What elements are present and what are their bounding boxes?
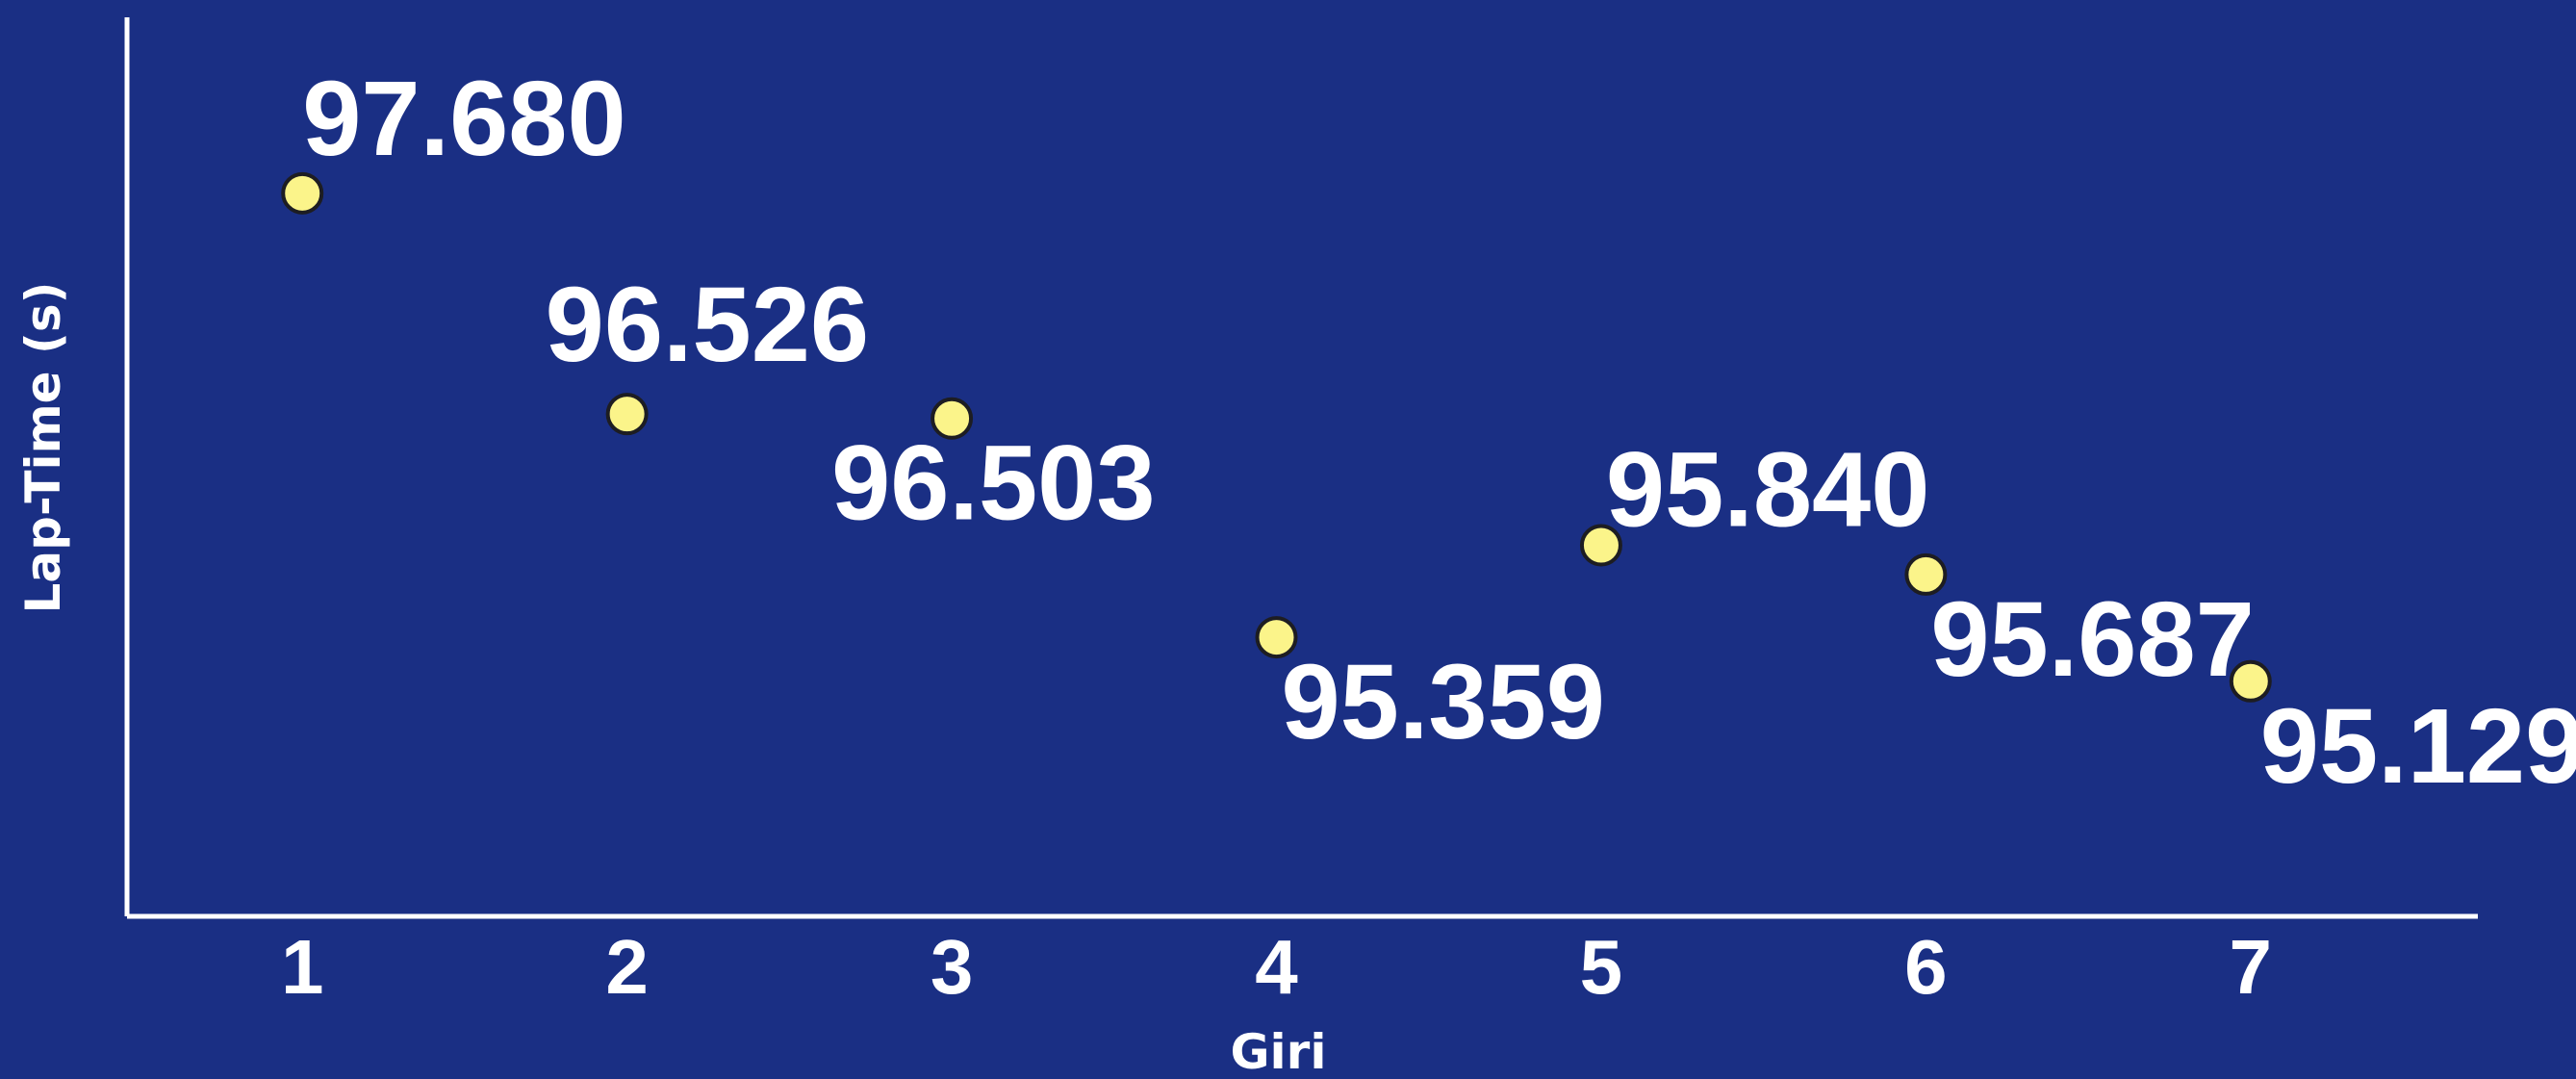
x-tick-label: 1: [281, 924, 324, 1010]
x-tick-label: 4: [1255, 924, 1298, 1010]
data-label: 95.129: [2260, 687, 2576, 806]
data-point: [1255, 616, 1298, 659]
x-tick-label: 2: [605, 924, 649, 1010]
data-point: [281, 171, 324, 215]
data-label: 96.526: [546, 266, 869, 384]
data-point: [605, 393, 649, 436]
x-tick-label: 7: [2230, 924, 2273, 1010]
x-axis-title: Giri: [1231, 1024, 1327, 1079]
y-axis-title: Lap-Time (s): [15, 282, 71, 614]
data-point: [1579, 524, 1622, 567]
x-tick-labels: 1 2 3 4 5 6 7: [281, 924, 2272, 1010]
x-tick-label: 6: [1904, 924, 1948, 1010]
data-label: 96.503: [831, 424, 1155, 543]
data-label: 95.840: [1606, 430, 1929, 549]
data-label: 97.680: [302, 60, 625, 178]
data-label: 95.687: [1930, 580, 2254, 699]
axes: [124, 17, 2478, 919]
data-label: 95.359: [1282, 643, 1605, 761]
data-labels: 97.680 96.526 96.503 95.35995.84095.68795.1…: [302, 60, 2576, 806]
data-point: [931, 397, 974, 440]
data-point: [1904, 552, 1948, 596]
data-point: [2229, 659, 2272, 703]
data-points: [281, 171, 2272, 703]
x-tick-label: 5: [1580, 924, 1623, 1010]
x-tick-label: 3: [931, 924, 974, 1010]
